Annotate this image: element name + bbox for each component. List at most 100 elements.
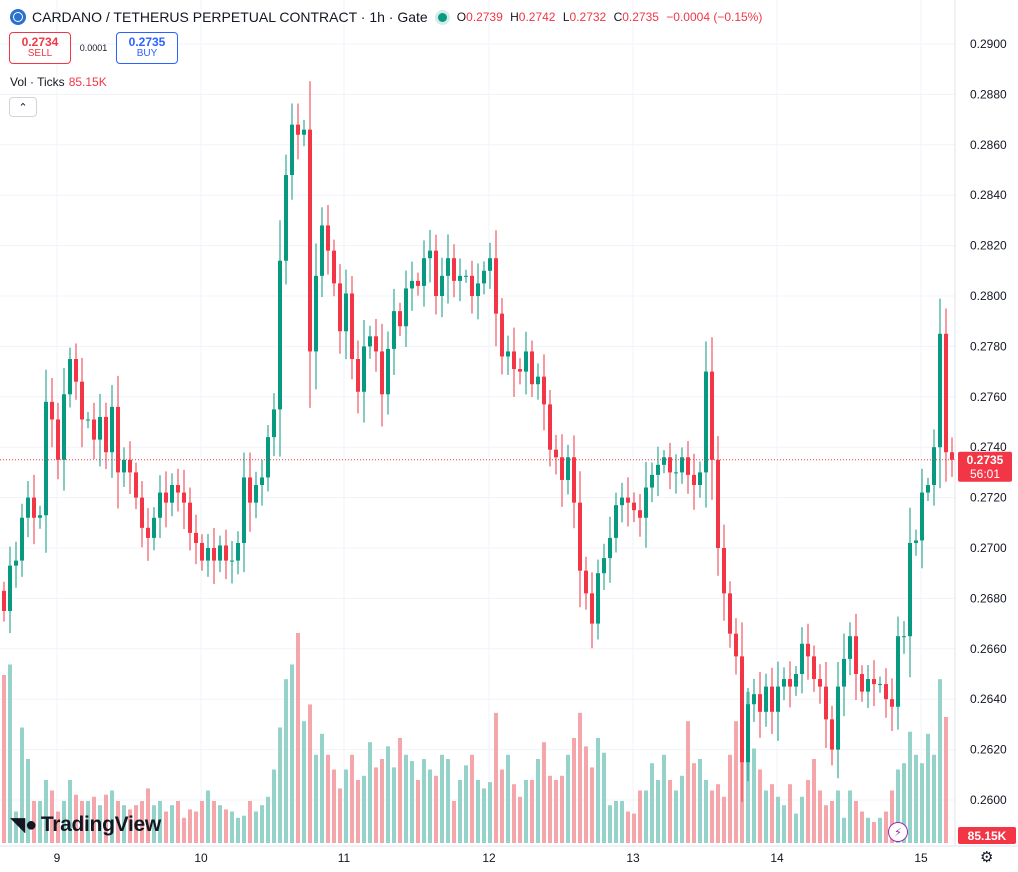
ohlc-close-label: C bbox=[613, 10, 623, 24]
candle-body bbox=[164, 492, 168, 503]
volume-bar bbox=[314, 754, 318, 843]
candle-body bbox=[434, 250, 438, 296]
candle-body bbox=[254, 485, 258, 503]
price-tick-label: 0.2600 bbox=[970, 793, 1007, 807]
volume-bar bbox=[308, 704, 312, 843]
candle-body bbox=[98, 416, 102, 440]
volume-bar bbox=[518, 796, 522, 843]
candle-body bbox=[92, 419, 96, 440]
volume-bar bbox=[938, 679, 942, 843]
sell-label: SELL bbox=[27, 48, 53, 59]
volume-bar bbox=[704, 780, 708, 843]
candle-body bbox=[818, 679, 822, 687]
volume-bar bbox=[92, 796, 96, 843]
volume-bar bbox=[854, 801, 858, 843]
gear-icon[interactable]: ⚙ bbox=[980, 849, 994, 866]
buy-button[interactable]: 0.2735 BUY bbox=[116, 32, 178, 64]
volume-bar bbox=[656, 780, 660, 843]
candle-body bbox=[308, 129, 312, 352]
volume-bar bbox=[464, 765, 468, 843]
volume-bar bbox=[482, 788, 486, 843]
candle-body bbox=[482, 270, 486, 284]
candle-body bbox=[674, 472, 678, 474]
chevron-up-icon[interactable]: ⌃ bbox=[9, 97, 37, 117]
volume-bar bbox=[842, 817, 846, 843]
candle-body bbox=[692, 474, 696, 485]
time-tick-label: 14 bbox=[770, 851, 784, 865]
volume-bar bbox=[806, 780, 810, 843]
volume-bar bbox=[350, 754, 354, 843]
candle-body bbox=[14, 560, 18, 566]
time-tick-label: 13 bbox=[626, 851, 640, 865]
logo-text: TradingView bbox=[40, 812, 161, 836]
volume-bar bbox=[200, 801, 204, 843]
candle-body bbox=[536, 376, 540, 385]
volume-bar bbox=[236, 817, 240, 843]
symbol-title[interactable]: CARDANO / TETHERUS PERPETUAL CONTRACT · … bbox=[32, 9, 428, 25]
volume-bar bbox=[242, 815, 246, 843]
candle-body bbox=[860, 674, 864, 692]
candle-body bbox=[656, 464, 660, 475]
candle-body bbox=[554, 449, 558, 458]
candle-body bbox=[218, 545, 222, 561]
volume-bar bbox=[8, 664, 12, 843]
lightning-icon[interactable]: ⚡ bbox=[888, 822, 908, 842]
candle-body bbox=[866, 679, 870, 692]
candle-body bbox=[470, 275, 474, 296]
time-tick-label: 10 bbox=[194, 851, 208, 865]
volume-bar bbox=[38, 801, 42, 843]
candle-body bbox=[914, 540, 918, 543]
volume-bar bbox=[638, 790, 642, 843]
candle-body bbox=[62, 394, 66, 460]
candle-body bbox=[746, 704, 750, 763]
volume-bar bbox=[344, 769, 348, 843]
time-tick-label: 11 bbox=[338, 851, 351, 865]
volume-bar bbox=[182, 817, 186, 843]
volume-bar bbox=[98, 805, 102, 843]
candle-body bbox=[272, 409, 276, 438]
volume-bar bbox=[722, 796, 726, 843]
candle-body bbox=[776, 686, 780, 712]
candle-body bbox=[782, 679, 786, 687]
volume-bar bbox=[440, 754, 444, 843]
candle-body bbox=[116, 406, 120, 473]
volume-bar bbox=[860, 811, 864, 843]
time-axis: 9 10 11 12 13 14 15 bbox=[54, 851, 928, 865]
candle-body bbox=[824, 686, 828, 720]
volume-bar bbox=[14, 811, 18, 843]
candle-body bbox=[68, 359, 72, 395]
candle-body bbox=[878, 684, 882, 686]
candle-body bbox=[620, 497, 624, 506]
volume-bar bbox=[890, 790, 894, 843]
volume-bar bbox=[458, 780, 462, 843]
candle-body bbox=[386, 348, 390, 395]
sell-button[interactable]: 0.2734 SELL bbox=[9, 32, 71, 64]
price-tick-label: 0.2900 bbox=[970, 37, 1007, 51]
chart-grid bbox=[0, 0, 955, 846]
volume-legend[interactable]: Vol · Ticks 85.15K bbox=[10, 75, 107, 89]
bar-countdown: 56:01 bbox=[970, 467, 1000, 481]
volume-bar bbox=[716, 784, 720, 843]
candle-body bbox=[86, 419, 90, 421]
volume-bar bbox=[602, 752, 606, 843]
candle-body bbox=[716, 459, 720, 548]
volume-bar bbox=[914, 754, 918, 843]
candle-body bbox=[698, 472, 702, 485]
volume-bar bbox=[176, 801, 180, 843]
volume-bar bbox=[302, 721, 306, 843]
candle-body bbox=[590, 593, 594, 624]
volume-bar bbox=[830, 801, 834, 843]
candle-body bbox=[38, 515, 42, 518]
volume-legend-value: 85.15K bbox=[68, 75, 107, 89]
last-price-label: 0.2735 56:01 bbox=[958, 451, 1012, 482]
volume-bar bbox=[620, 801, 624, 843]
candle-body bbox=[200, 542, 204, 561]
volume-bar bbox=[542, 742, 546, 843]
volume-bar bbox=[140, 801, 144, 843]
volume-bar bbox=[278, 727, 282, 843]
tradingview-logo[interactable]: ◥● TradingView bbox=[10, 812, 161, 837]
candle-body bbox=[290, 124, 294, 176]
candle-body bbox=[56, 419, 60, 460]
price-tick-label: 0.2880 bbox=[970, 87, 1007, 101]
